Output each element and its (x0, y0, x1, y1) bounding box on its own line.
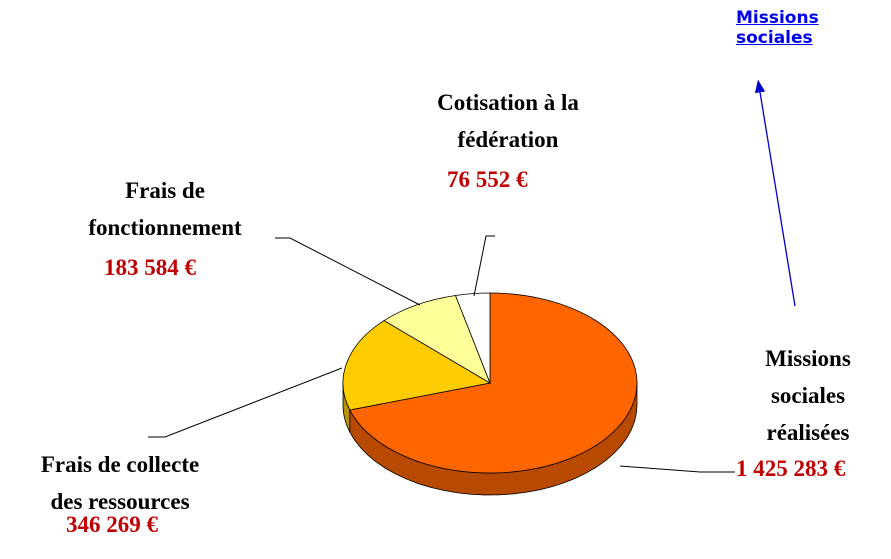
slice (349, 292, 638, 474)
leader-line (473, 235, 495, 297)
category-label: Frais de fonctionnement (88, 178, 242, 240)
leader-line (619, 465, 735, 473)
value-label: 76 552 € (447, 167, 528, 192)
leader-line (275, 237, 421, 306)
slice (342, 320, 492, 411)
leader-line (148, 367, 343, 438)
value-label: 346 269 € (66, 512, 158, 537)
category-label: Missions sociales réalisées (765, 346, 851, 445)
slice (454, 292, 491, 384)
category-label: Cotisation à la fédération (437, 90, 579, 152)
value-label: 1 425 283 € (736, 456, 846, 481)
slice (383, 295, 491, 384)
leader-lines (148, 235, 735, 473)
pie (342, 292, 638, 496)
value-label: 183 584 € (104, 255, 196, 280)
category-label: Frais de collecte des ressources (40, 452, 200, 514)
arrow (754, 79, 796, 307)
link[interactable]: Missions sociales (736, 8, 819, 48)
